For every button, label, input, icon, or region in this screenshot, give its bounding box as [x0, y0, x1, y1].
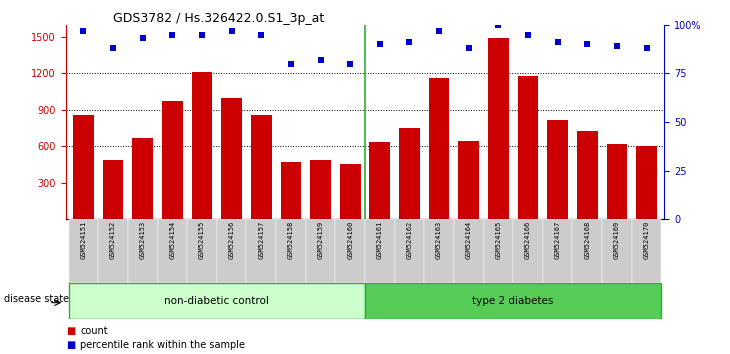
Bar	[103, 160, 123, 219]
Text: GSM524170: GSM524170	[644, 221, 650, 259]
Point	[196, 32, 208, 37]
Point	[493, 22, 504, 28]
Point	[611, 44, 623, 49]
Bar	[335, 219, 365, 283]
Point	[404, 40, 415, 45]
Text: GSM524169: GSM524169	[614, 221, 620, 259]
Bar	[365, 219, 395, 283]
Text: GSM524154: GSM524154	[169, 221, 175, 259]
Point	[77, 28, 89, 33]
Bar	[99, 219, 128, 283]
Bar	[69, 219, 99, 283]
Bar	[399, 127, 420, 219]
Point	[433, 28, 445, 33]
Text: ■: ■	[66, 326, 75, 336]
Bar	[306, 219, 335, 283]
Bar	[518, 76, 538, 219]
Point	[552, 40, 564, 45]
Bar	[572, 219, 602, 283]
Point	[285, 61, 297, 67]
Bar	[513, 219, 543, 283]
Point	[522, 32, 534, 37]
Bar	[602, 219, 631, 283]
Bar	[280, 162, 301, 219]
Text: GSM524168: GSM524168	[584, 221, 591, 259]
Bar	[339, 164, 361, 219]
Bar	[543, 219, 572, 283]
Text: GDS3782 / Hs.326422.0.S1_3p_at: GDS3782 / Hs.326422.0.S1_3p_at	[113, 12, 325, 25]
Text: GSM524158: GSM524158	[288, 221, 294, 259]
Bar	[607, 144, 627, 219]
Point	[166, 32, 178, 37]
Text: disease state: disease state	[4, 294, 69, 304]
Text: GSM524153: GSM524153	[139, 221, 146, 259]
Bar	[483, 219, 513, 283]
Bar	[251, 115, 272, 219]
Bar	[132, 138, 153, 219]
Text: GSM524157: GSM524157	[258, 221, 264, 259]
Bar	[577, 131, 598, 219]
Bar	[187, 219, 217, 283]
Bar	[548, 120, 568, 219]
Point	[137, 35, 149, 41]
Point	[255, 32, 267, 37]
Text: count: count	[80, 326, 108, 336]
Text: GSM524164: GSM524164	[466, 221, 472, 259]
Text: GSM524161: GSM524161	[377, 221, 383, 259]
Text: GSM524165: GSM524165	[496, 221, 502, 259]
Text: GSM524159: GSM524159	[318, 221, 323, 259]
Point	[107, 45, 119, 51]
Bar	[395, 219, 424, 283]
Bar	[429, 78, 450, 219]
Bar	[247, 219, 276, 283]
Point	[345, 61, 356, 67]
Bar	[636, 147, 657, 219]
Text: GSM524155: GSM524155	[199, 221, 205, 259]
Bar	[69, 283, 365, 319]
Point	[226, 28, 237, 33]
Bar	[276, 219, 306, 283]
Bar	[192, 72, 212, 219]
Point	[315, 57, 326, 63]
Point	[463, 45, 474, 51]
Text: GSM524152: GSM524152	[110, 221, 116, 259]
Bar	[162, 102, 182, 219]
Text: GSM524156: GSM524156	[228, 221, 234, 259]
Bar	[631, 219, 661, 283]
Point	[374, 41, 385, 47]
Bar	[369, 142, 391, 219]
Text: GSM524167: GSM524167	[555, 221, 561, 259]
Bar	[454, 219, 483, 283]
Text: GSM524163: GSM524163	[436, 221, 442, 259]
Bar	[310, 160, 331, 219]
Point	[641, 45, 653, 51]
Bar	[458, 141, 479, 219]
Bar	[365, 283, 661, 319]
Bar	[424, 219, 454, 283]
Bar	[73, 115, 94, 219]
Bar	[488, 38, 509, 219]
Text: GSM524162: GSM524162	[407, 221, 412, 259]
Bar	[221, 98, 242, 219]
Text: GSM524160: GSM524160	[347, 221, 353, 259]
Text: non-diabetic control: non-diabetic control	[164, 296, 269, 306]
Point	[581, 41, 593, 47]
Bar	[128, 219, 158, 283]
Text: GSM524166: GSM524166	[525, 221, 531, 259]
Text: type 2 diabetes: type 2 diabetes	[472, 296, 554, 306]
Text: ■: ■	[66, 340, 75, 350]
Text: GSM524151: GSM524151	[80, 221, 86, 259]
Bar	[158, 219, 187, 283]
Text: percentile rank within the sample: percentile rank within the sample	[80, 340, 245, 350]
Bar	[217, 219, 247, 283]
